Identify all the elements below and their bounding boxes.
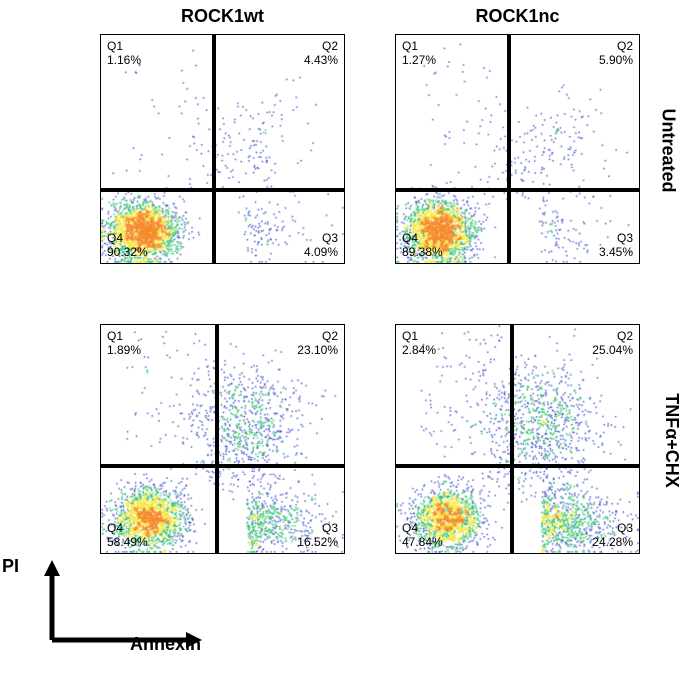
quadrant-annotation-Q2: Q223.10% — [297, 329, 338, 358]
tick-y — [395, 440, 396, 441]
quadrant-annotation-Q4: Q458.49% — [107, 521, 148, 550]
tick-y — [100, 35, 101, 36]
tick-y — [100, 150, 101, 151]
quadrant-annotation-Q2: Q225.04% — [592, 329, 633, 358]
tick-y — [395, 93, 396, 94]
tick-y — [395, 35, 396, 36]
tick-x — [580, 553, 581, 554]
tick-y — [100, 208, 101, 209]
quadrant-annotation-Q1: Q11.27% — [402, 39, 436, 68]
quadrant-divider-horizontal — [101, 464, 344, 468]
tick-x — [224, 553, 225, 554]
quadrant-annotation-Q4: Q489.38% — [402, 231, 443, 260]
quadrant-annotation-Q2: Q24.43% — [304, 39, 338, 68]
tick-y — [100, 383, 101, 384]
col-title-2: ROCK1nc — [395, 6, 640, 27]
scatter-canvas — [101, 35, 344, 263]
tick-y — [100, 498, 101, 499]
tick-x — [396, 553, 397, 554]
tick-x — [285, 553, 286, 554]
quadrant-annotation-Q1: Q12.84% — [402, 329, 436, 358]
tick-x — [519, 553, 520, 554]
quadrant-divider-vertical — [510, 325, 514, 553]
tick-x — [224, 263, 225, 264]
tick-y — [395, 498, 396, 499]
col-title-1: ROCK1wt — [100, 6, 345, 27]
quadrant-divider-horizontal — [101, 188, 344, 192]
quadrant-divider-horizontal — [396, 464, 639, 468]
tick-x — [396, 263, 397, 264]
quadrant-annotation-Q3: Q324.28% — [592, 521, 633, 550]
tick-x — [162, 553, 163, 554]
scatter-canvas — [396, 325, 639, 553]
tick-x — [457, 553, 458, 554]
row-title-1: Untreated — [658, 108, 679, 192]
row-title-2: TNFα+CHX — [661, 393, 682, 488]
quadrant-annotation-Q3: Q33.45% — [599, 231, 633, 260]
tick-x — [519, 263, 520, 264]
tick-y — [395, 150, 396, 151]
scatter-canvas — [396, 35, 639, 263]
quadrant-annotation-Q4: Q490.32% — [107, 231, 148, 260]
tick-x — [457, 263, 458, 264]
tick-y — [395, 325, 396, 326]
tick-y — [100, 440, 101, 441]
quadrant-annotation-Q1: Q11.16% — [107, 39, 141, 68]
quadrant-annotation-Q3: Q34.09% — [304, 231, 338, 260]
quadrant-annotation-Q3: Q316.52% — [297, 521, 338, 550]
quadrant-annotation-Q1: Q11.89% — [107, 329, 141, 358]
y-axis-label: PI — [2, 556, 19, 577]
figure-stage: ROCK1wt ROCK1nc Untreated TNFα+CHX Q11.1… — [0, 0, 696, 673]
tick-x — [101, 263, 102, 264]
tick-x — [285, 263, 286, 264]
x-axis-label: Annexin — [130, 634, 201, 655]
tick-y — [100, 325, 101, 326]
quadrant-annotation-Q4: Q447.84% — [402, 521, 443, 550]
scatter-canvas — [101, 325, 344, 553]
tick-y — [395, 383, 396, 384]
quadrant-divider-horizontal — [396, 188, 639, 192]
scatter-panel-p21: Q11.89%Q223.10%Q316.52%Q458.49%100100101… — [100, 324, 345, 554]
quadrant-annotation-Q2: Q25.90% — [599, 39, 633, 68]
tick-x — [580, 263, 581, 264]
tick-y — [100, 93, 101, 94]
quadrant-divider-vertical — [215, 325, 219, 553]
scatter-panel-p22: Q12.84%Q225.04%Q324.28%Q447.84%100100101… — [395, 324, 640, 554]
scatter-panel-p12: Q11.27%Q25.90%Q33.45%Q489.38%10010010110… — [395, 34, 640, 264]
quadrant-divider-vertical — [507, 35, 511, 263]
tick-x — [162, 263, 163, 264]
quadrant-divider-vertical — [212, 35, 216, 263]
scatter-panel-p11: Q11.16%Q24.43%Q34.09%Q490.32%10010010110… — [100, 34, 345, 264]
tick-x — [101, 553, 102, 554]
tick-y — [395, 208, 396, 209]
